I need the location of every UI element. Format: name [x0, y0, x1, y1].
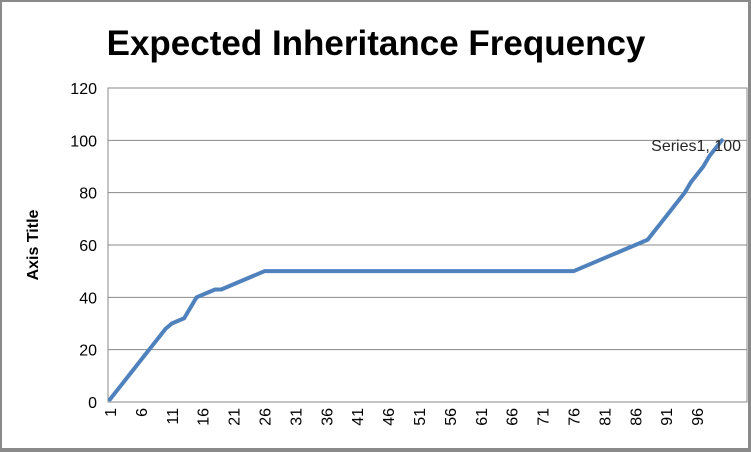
- x-tick-label: 81: [597, 408, 614, 426]
- chart-title: Expected Inheritance Frequency: [107, 24, 646, 63]
- y-tick-label: 0: [88, 395, 97, 412]
- x-tick-label: 71: [536, 408, 553, 426]
- y-tick-label: 60: [79, 238, 97, 255]
- x-tick-label: 56: [443, 408, 460, 426]
- x-tick-label: 1: [103, 408, 120, 417]
- x-tick-label: 51: [412, 408, 429, 426]
- x-tick-label: 26: [258, 408, 275, 426]
- x-tick-label: 91: [659, 408, 676, 426]
- x-tick-label: 76: [567, 408, 584, 426]
- x-tick-label: 46: [381, 408, 398, 426]
- x-tick-label: 61: [474, 408, 491, 426]
- x-tick-label: 41: [350, 408, 367, 426]
- x-tick-label: 11: [165, 408, 182, 425]
- x-tick-label: 66: [505, 408, 522, 426]
- x-tick-label: 31: [288, 408, 305, 426]
- x-tick-label: 6: [134, 408, 151, 417]
- x-tick-label: 36: [319, 408, 336, 426]
- y-tick-label: 100: [70, 133, 97, 150]
- y-tick-label: 20: [79, 343, 97, 360]
- gridlines-group: [108, 139, 747, 351]
- y-axis-title: Axis Title: [25, 209, 42, 280]
- x-tick-label: 16: [196, 408, 213, 426]
- y-axis-tick-labels: 0 20 40 60 80 100 120: [70, 81, 97, 412]
- series1-data-label: Series1, 100: [651, 138, 741, 155]
- plot-area-border: [107, 87, 748, 403]
- x-tick-label: 86: [628, 408, 645, 426]
- x-tick-label: 96: [690, 408, 707, 426]
- y-tick-label: 80: [79, 186, 97, 203]
- y-tick-label: 120: [70, 81, 97, 98]
- x-tick-label: 21: [227, 408, 244, 426]
- series1-line[interactable]: [108, 138, 724, 402]
- x-axis-tick-labels: 1 6 11 16 21 26 31 36 41 46 51 56 61 66 71 76 81 86 91 96: [103, 408, 707, 426]
- y-tick-label: 40: [79, 290, 97, 307]
